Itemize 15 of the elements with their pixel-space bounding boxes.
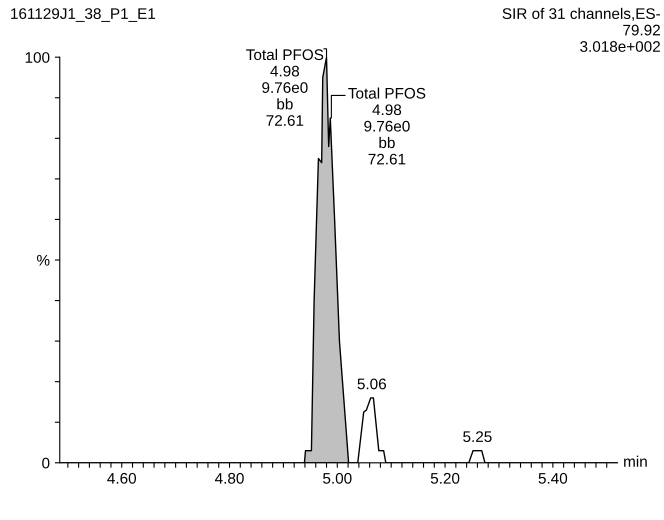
x-tick-label: 5.40 xyxy=(538,472,568,484)
y-tick-label: 0 xyxy=(42,458,50,468)
annotation: 5.25 xyxy=(463,431,492,442)
x-tick-label: 4.80 xyxy=(215,472,244,484)
text: SIR of 31 channels,ES- 79.92 3.018e+002 xyxy=(502,8,660,52)
annotation: Total PFOS 4.98 9.76e0 bb 72.61 xyxy=(246,48,324,126)
x-tick-label: 4.60 xyxy=(107,472,136,484)
text: 161129J1_38_P1_E1 xyxy=(11,8,156,22)
x-tick-label: 5.20 xyxy=(430,472,460,484)
x-tick-label: 5.00 xyxy=(323,472,352,484)
annotation: Total PFOS 4.98 9.76e0 bb 72.61 xyxy=(348,87,426,165)
y-tick-label: % xyxy=(36,254,50,266)
x-axis-title: min xyxy=(624,456,647,467)
annotation: 5.06 xyxy=(358,378,386,390)
y-tick-label: 100 xyxy=(26,52,50,63)
